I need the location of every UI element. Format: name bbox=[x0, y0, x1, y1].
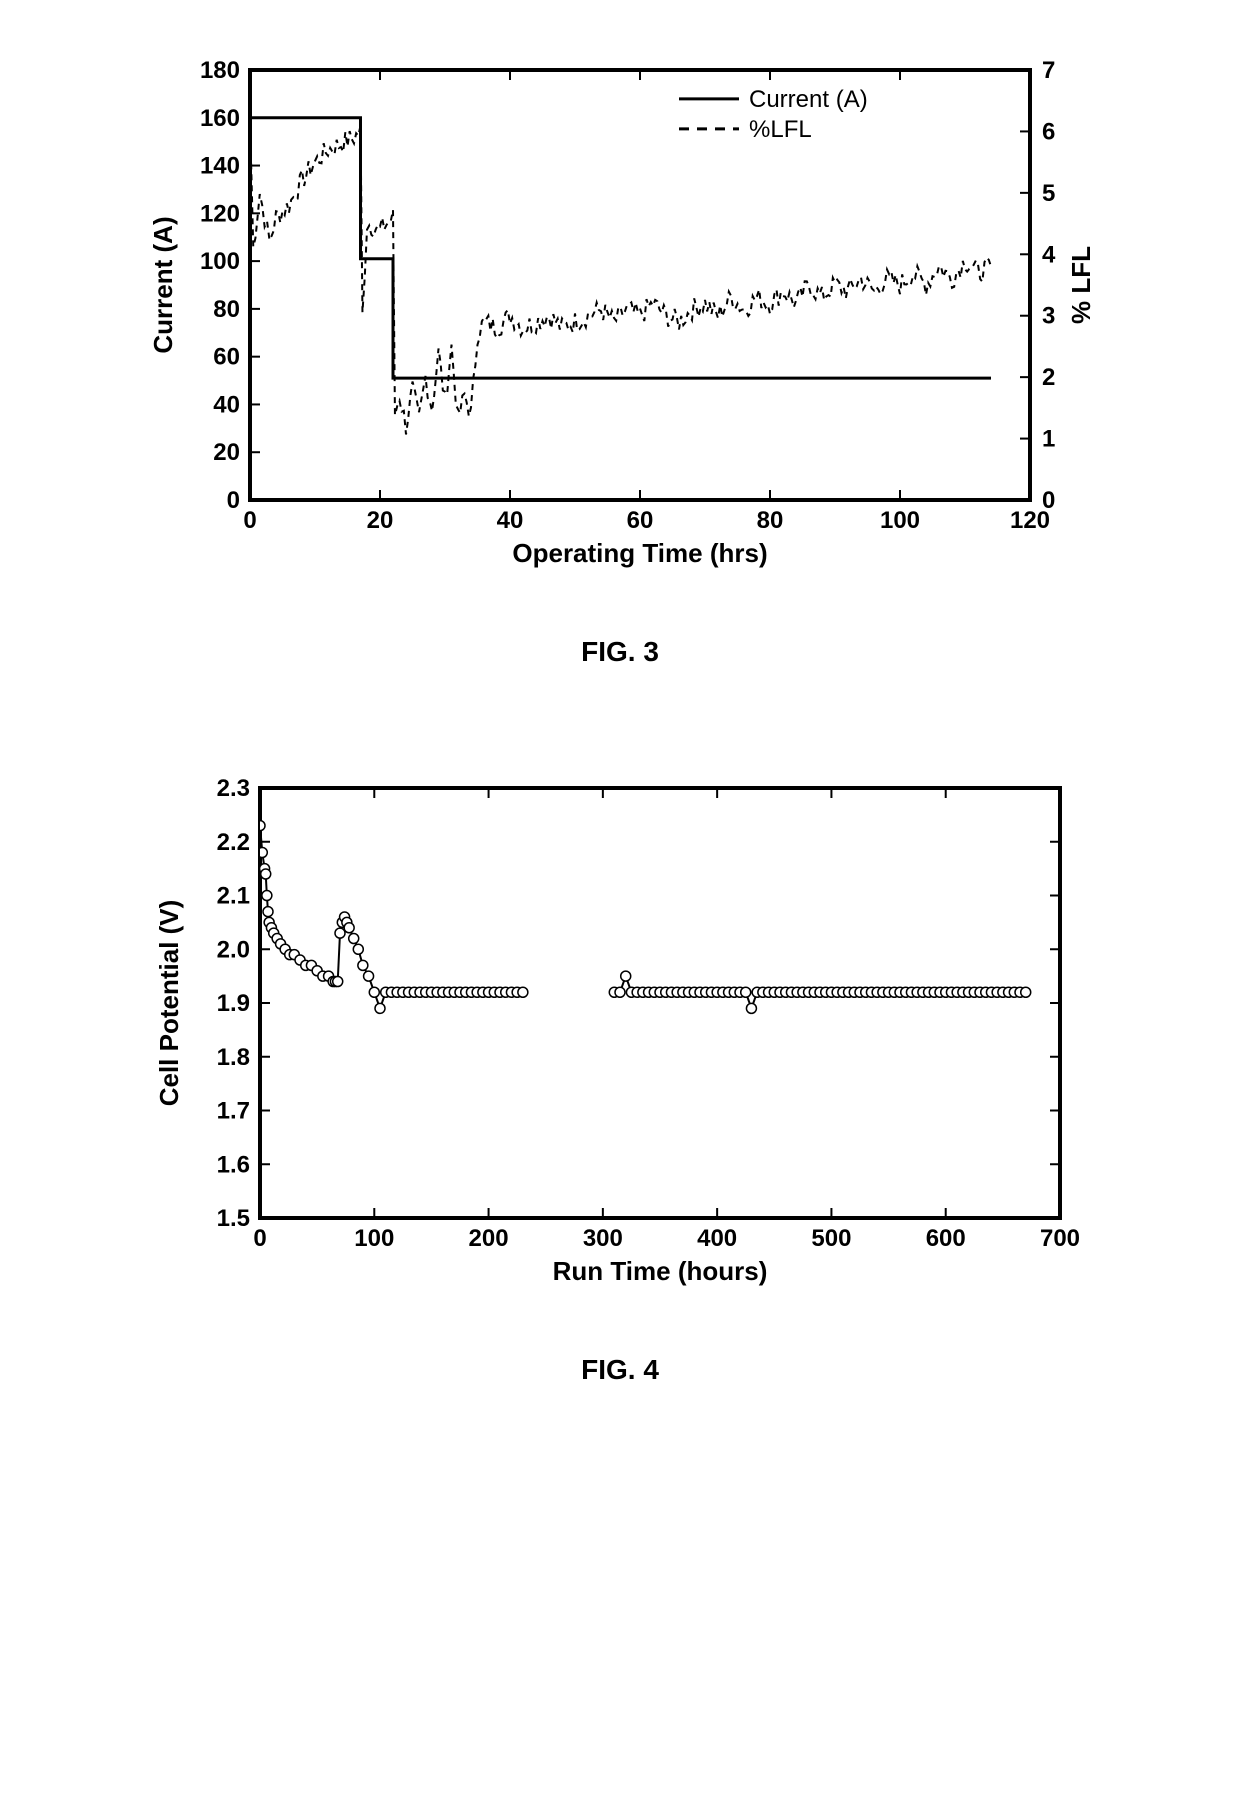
svg-text:%LFL: %LFL bbox=[749, 116, 812, 143]
svg-text:160: 160 bbox=[200, 105, 240, 132]
svg-text:2: 2 bbox=[1042, 364, 1055, 391]
figure-4: 0 100 200 300 400 500 600 700 1.5 1.6 1.7 1.8 1.9 2.0… bbox=[120, 758, 1120, 1386]
svg-text:6: 6 bbox=[1042, 118, 1055, 145]
svg-text:40: 40 bbox=[213, 391, 240, 418]
svg-text:Cell Potential (V): Cell Potential (V) bbox=[154, 900, 184, 1107]
svg-text:80: 80 bbox=[757, 507, 784, 534]
svg-text:1.8: 1.8 bbox=[217, 1044, 250, 1071]
svg-text:2.1: 2.1 bbox=[217, 883, 250, 910]
svg-text:0: 0 bbox=[243, 507, 256, 534]
svg-text:700: 700 bbox=[1040, 1225, 1080, 1252]
svg-text:20: 20 bbox=[367, 507, 394, 534]
svg-text:0: 0 bbox=[253, 1225, 266, 1252]
chart-fig4: 0 100 200 300 400 500 600 700 1.5 1.6 1.7 1.8 1.9 2.0… bbox=[120, 758, 1120, 1318]
svg-text:200: 200 bbox=[469, 1225, 509, 1252]
svg-text:60: 60 bbox=[213, 344, 240, 371]
svg-text:Operating Time (hrs): Operating Time (hrs) bbox=[512, 538, 767, 568]
svg-text:120: 120 bbox=[200, 200, 240, 227]
svg-text:180: 180 bbox=[200, 57, 240, 84]
svg-text:80: 80 bbox=[213, 296, 240, 323]
figure-3: 0204060801001200204060801001201401601800… bbox=[120, 40, 1120, 668]
svg-text:7: 7 bbox=[1042, 57, 1055, 84]
svg-text:1.6: 1.6 bbox=[217, 1151, 250, 1178]
svg-text:100: 100 bbox=[880, 507, 920, 534]
svg-text:300: 300 bbox=[583, 1225, 623, 1252]
caption-fig4: FIG. 4 bbox=[120, 1354, 1120, 1386]
svg-text:20: 20 bbox=[213, 439, 240, 466]
svg-text:0: 0 bbox=[1042, 487, 1055, 514]
caption-fig3: FIG. 3 bbox=[120, 636, 1120, 668]
svg-text:400: 400 bbox=[697, 1225, 737, 1252]
svg-text:Run Time (hours): Run Time (hours) bbox=[553, 1256, 768, 1286]
svg-text:5: 5 bbox=[1042, 180, 1055, 207]
svg-text:140: 140 bbox=[200, 153, 240, 180]
svg-text:600: 600 bbox=[926, 1225, 966, 1252]
svg-text:3: 3 bbox=[1042, 303, 1055, 330]
svg-text:500: 500 bbox=[811, 1225, 851, 1252]
svg-text:% LFL: % LFL bbox=[1066, 246, 1096, 324]
svg-text:60: 60 bbox=[627, 507, 654, 534]
svg-text:2.3: 2.3 bbox=[217, 775, 250, 802]
svg-text:2.0: 2.0 bbox=[217, 936, 250, 963]
svg-text:100: 100 bbox=[354, 1225, 394, 1252]
svg-text:2.2: 2.2 bbox=[217, 829, 250, 856]
svg-text:1.7: 1.7 bbox=[217, 1098, 250, 1125]
svg-text:40: 40 bbox=[497, 507, 524, 534]
svg-text:1.5: 1.5 bbox=[217, 1205, 250, 1232]
svg-text:4: 4 bbox=[1042, 241, 1056, 268]
svg-text:Current (A): Current (A) bbox=[749, 86, 868, 113]
svg-text:1: 1 bbox=[1042, 426, 1055, 453]
svg-text:100: 100 bbox=[200, 248, 240, 275]
chart-fig3: 0204060801001200204060801001201401601800… bbox=[120, 40, 1120, 600]
svg-text:Current (A): Current (A) bbox=[148, 216, 178, 353]
svg-text:1.9: 1.9 bbox=[217, 990, 250, 1017]
svg-text:0: 0 bbox=[227, 487, 240, 514]
